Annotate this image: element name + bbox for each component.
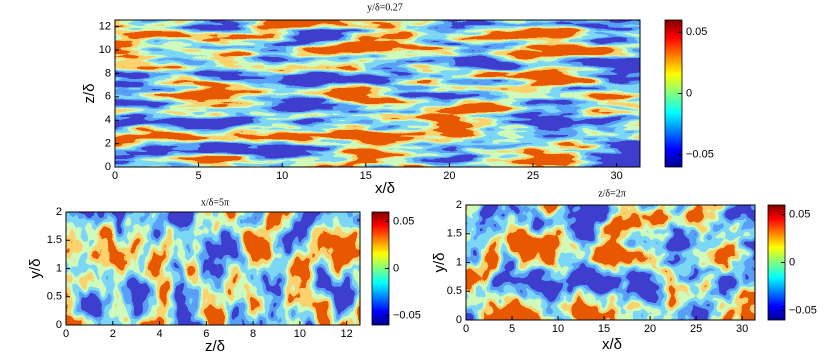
x-tick-label: 0: [112, 170, 118, 182]
contour-field: [466, 205, 755, 320]
y-axis-label: z/δ: [81, 83, 98, 103]
y-tick-label: 8: [105, 67, 111, 79]
y-tick-label: 2: [456, 199, 462, 211]
contour-field: [66, 212, 360, 325]
x-tick-label: 20: [443, 170, 455, 182]
colorbar-tick-label: 0.05: [789, 208, 810, 220]
x-tick-label: 10: [552, 323, 564, 335]
x-tick-label: 30: [610, 170, 622, 182]
colorbar-tick-label: 0: [393, 262, 399, 274]
x-tick-label: 10: [276, 170, 288, 182]
chart-title: x/δ=5π: [201, 197, 229, 208]
x-tick-label: 8: [250, 328, 256, 340]
colorbar-tick-label: −0.05: [789, 304, 817, 316]
y-axis-label: y/δ: [431, 252, 448, 272]
y-tick-label: 1.5: [447, 228, 462, 240]
y-tick-label: 0.5: [47, 291, 62, 303]
x-tick-label: 20: [644, 323, 656, 335]
x-tick-label: 10: [294, 328, 306, 340]
y-tick-label: 1.5: [47, 234, 62, 246]
y-tick-label: 12: [99, 21, 111, 33]
colorbar-tick-label: 0: [686, 87, 692, 99]
y-tick-label: 1: [456, 256, 462, 268]
x-tick-label: 6: [203, 328, 209, 340]
y-tick-label: 1: [56, 262, 62, 274]
x-tick-label: 25: [527, 170, 539, 182]
y-tick-label: 0: [105, 161, 111, 173]
y-tick-label: 0: [456, 314, 462, 326]
colorbar-tick-label: −0.05: [393, 309, 421, 321]
contour-field: [115, 20, 640, 167]
y-tick-label: 4: [105, 114, 111, 126]
y-tick-label: 2: [105, 138, 111, 150]
colorbar-tick-label: 0.05: [686, 26, 707, 38]
y-tick-label: 2: [56, 206, 62, 218]
x-tick-label: 5: [509, 323, 515, 335]
y-tick-label: 0: [56, 319, 62, 331]
x-tick-label: 15: [360, 170, 372, 182]
colorbar-tick-label: 0: [789, 256, 795, 268]
y-tick-label: 6: [105, 91, 111, 103]
y-axis-label: y/δ: [27, 258, 44, 278]
chart-title: y/δ=0.27: [367, 2, 403, 13]
x-tick-label: 0: [463, 323, 469, 335]
y-tick-label: 0.5: [447, 285, 462, 297]
x-tick-label: 25: [690, 323, 702, 335]
x-tick-label: 0: [63, 328, 69, 340]
x-axis-label: x/δ: [375, 180, 395, 197]
x-tick-label: 12: [341, 328, 353, 340]
colorbar-tick-label: −0.05: [686, 149, 714, 161]
chart-title: z/δ=2π: [598, 188, 626, 199]
x-tick-label: 15: [598, 323, 610, 335]
colorbar-tick-label: 0.05: [393, 215, 414, 227]
x-axis-label: z/δ: [205, 338, 225, 355]
x-tick-label: 2: [110, 328, 116, 340]
x-axis-label: x/δ: [602, 336, 622, 353]
plot-frame: [114, 19, 641, 168]
x-tick-label: 5: [196, 170, 202, 182]
x-tick-label: 30: [736, 323, 748, 335]
y-tick-label: 10: [99, 44, 111, 56]
x-tick-label: 4: [156, 328, 162, 340]
